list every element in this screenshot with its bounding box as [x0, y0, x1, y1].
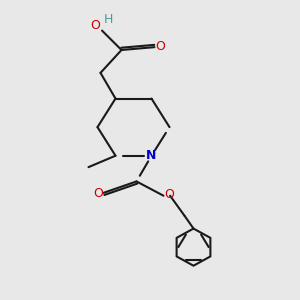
- Text: O: O: [90, 19, 100, 32]
- Text: O: O: [93, 187, 103, 200]
- Text: O: O: [155, 40, 165, 53]
- Text: N: N: [146, 149, 157, 162]
- Text: O: O: [165, 188, 174, 201]
- Text: H: H: [103, 13, 113, 26]
